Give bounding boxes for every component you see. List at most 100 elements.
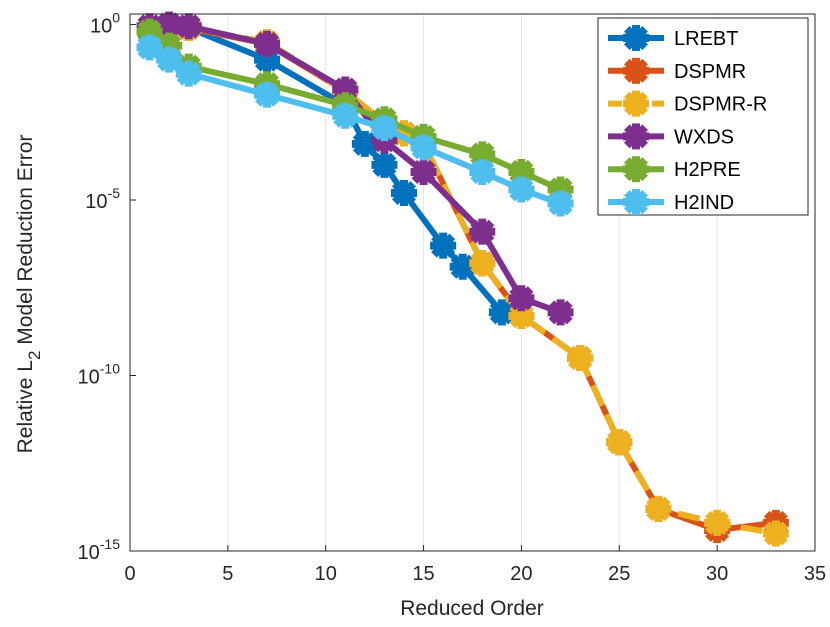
marker-ray	[137, 35, 162, 60]
y-tick-label: 10-5	[85, 185, 120, 213]
data-point-dspmr-r	[645, 495, 672, 522]
data-point-lrebt	[391, 180, 417, 206]
data-point-dspmr-r	[606, 429, 633, 456]
marker-ray	[157, 12, 182, 37]
series-group	[136, 11, 789, 547]
marker-ray	[157, 47, 182, 72]
legend-marker-h2pre	[623, 156, 649, 183]
legend-marker-dspmr-r	[623, 90, 649, 117]
marker-ray	[646, 496, 671, 521]
marker-ray	[431, 233, 456, 258]
marker-ray	[391, 180, 417, 206]
y-tick-base: 10	[78, 542, 100, 564]
x-tick-label: 35	[804, 563, 826, 585]
marker-ray	[607, 430, 632, 455]
x-tick-label: 25	[608, 563, 630, 585]
marker-ray	[372, 116, 397, 141]
legend-item-dspmr-r: DSPMR-R	[608, 90, 767, 117]
x-tick-label: 30	[706, 563, 728, 585]
marker-ray	[623, 91, 649, 116]
x-axis-label: Reduced Order	[400, 597, 544, 620]
y-tick-label: 100	[90, 10, 120, 38]
data-point-h2ind	[547, 190, 574, 217]
data-point-lrebt	[254, 46, 280, 73]
marker-ray	[411, 135, 436, 160]
data-point-h2ind	[410, 134, 437, 161]
marker-ray	[450, 254, 475, 279]
y-tick-label: 10-15	[78, 536, 121, 564]
marker-ray	[470, 219, 495, 244]
data-point-wxds	[469, 218, 496, 245]
legend-marker-dspmr	[623, 57, 649, 84]
data-point-h2ind	[332, 102, 359, 129]
y-tick-label: 10-10	[78, 361, 121, 389]
series-h2ind	[136, 34, 574, 217]
marker-ray	[352, 131, 377, 156]
x-tick-label: 15	[412, 563, 434, 585]
data-point-lrebt	[430, 232, 457, 259]
legend-item-wxds: WXDS	[608, 123, 734, 150]
legend-item-dspmr: DSPMR	[608, 57, 746, 84]
legend-item-lrebt: LREBT	[608, 25, 738, 51]
marker-ray	[470, 251, 495, 276]
data-point-h2ind	[469, 158, 496, 185]
y-tick-base: 10	[90, 16, 112, 38]
legend-label-dspmr-r: DSPMR-R	[674, 94, 767, 116]
data-point-lrebt	[449, 253, 476, 280]
legend-label-h2pre: H2PRE	[674, 159, 741, 181]
data-point-h2ind	[371, 115, 398, 142]
marker-ray	[568, 345, 593, 370]
y-axis-label-group: Relative L2 Model Reduction Error	[14, 135, 44, 454]
y-tick-exponent: -5	[108, 185, 121, 201]
marker-ray	[333, 103, 358, 128]
legend-label-lrebt: LREBT	[674, 28, 738, 50]
x-tick-label: 5	[222, 563, 233, 585]
y-tick-exponent: -15	[100, 536, 120, 552]
legend-marker-wxds	[623, 123, 649, 150]
marker-ray	[411, 159, 436, 184]
marker-ray	[623, 25, 649, 51]
marker-ray	[372, 152, 397, 177]
y-axis-label-sub: 2	[25, 351, 44, 360]
legend-item-h2ind: H2IND	[608, 189, 734, 215]
legend-label-wxds: WXDS	[674, 126, 734, 148]
data-point-dspmr-r	[567, 344, 594, 371]
data-point-dspmr-r	[704, 509, 731, 536]
y-tick-base: 10	[78, 367, 100, 389]
y-tick-exponent: -10	[100, 361, 120, 377]
marker-ray	[489, 300, 514, 325]
marker-ray	[623, 124, 649, 149]
data-point-dspmr-r	[469, 250, 496, 277]
legend-item-h2pre: H2PRE	[608, 156, 741, 183]
y-axis-label-suffix: Model Reduction Error	[14, 135, 37, 345]
data-point-h2ind	[136, 34, 163, 61]
x-tick-label: 10	[315, 563, 337, 585]
y-tick-exponent: 0	[112, 10, 120, 26]
marker-ray	[254, 82, 280, 107]
y-tick-base: 10	[85, 191, 107, 213]
marker-ray	[391, 121, 417, 146]
data-point-wxds	[410, 158, 437, 185]
data-point-h2ind	[175, 60, 202, 87]
legend: LREBT DSPMR DSPMR-R WXDS H2PRE H2IND	[597, 17, 809, 216]
x-tick-label: 0	[124, 563, 135, 585]
x-grid	[227, 14, 718, 551]
plot-frame	[129, 13, 816, 552]
marker-ray	[705, 510, 730, 535]
data-point-dspmr-r	[762, 520, 789, 547]
data-point-h2ind	[254, 81, 280, 108]
data-point-wxds	[547, 299, 574, 326]
y-axis-label: Relative L2 Model Reduction Error	[14, 135, 44, 454]
marker-ray	[623, 157, 649, 182]
marker-ray	[176, 14, 201, 39]
marker-ray	[254, 31, 280, 56]
marker-ray	[548, 300, 573, 325]
marker-ray	[763, 521, 788, 546]
legend-label-h2ind: H2IND	[674, 192, 734, 214]
data-point-wxds	[175, 13, 202, 40]
marker-ray	[470, 159, 495, 184]
marker-ray	[623, 58, 649, 83]
legend-marker-lrebt	[623, 25, 649, 51]
